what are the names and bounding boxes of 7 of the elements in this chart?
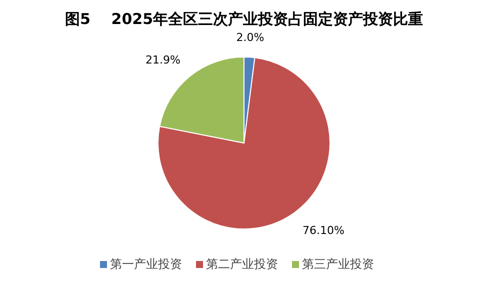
data-label: 76.10% bbox=[302, 224, 344, 238]
data-label: 21.9% bbox=[146, 54, 180, 67]
legend-label: 第一产业投资 bbox=[110, 257, 182, 271]
data-label: 2.0% bbox=[236, 31, 264, 44]
legend-label: 第二产业投资 bbox=[206, 257, 278, 271]
legend-label: 第三产业投资 bbox=[302, 257, 374, 271]
chart-title: 图5 2025年全区三次产业投资占固定资产投资比重 bbox=[64, 10, 424, 28]
